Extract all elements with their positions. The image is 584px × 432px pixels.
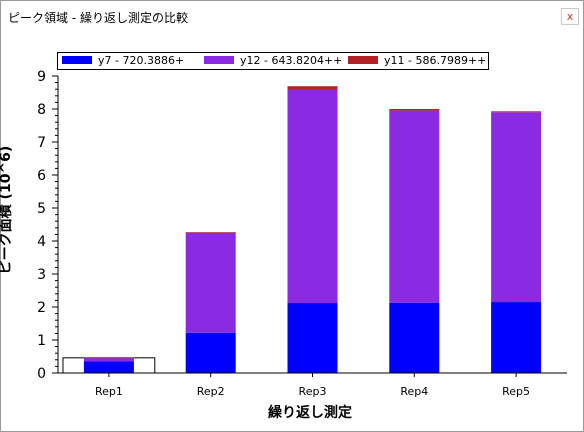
y-tick-label-9: 9 [37, 69, 46, 85]
x-tick-label-rep4: Rep4 [400, 385, 428, 398]
legend-item-y12: y12 - 643.8204++ [204, 55, 342, 67]
window-title: ピーク領域 - 繰り返し測定の比較 [8, 11, 188, 25]
bar-rep3-series-3 [287, 86, 338, 90]
y-tick-label-2: 2 [37, 300, 46, 316]
bar-rep1-series-2 [83, 358, 134, 362]
y-axis-title-text: ピーク面積 (10^6) [0, 145, 14, 275]
legend-item-y11: y11 - 586.7989++ [348, 55, 486, 67]
y-tick-label-3: 3 [37, 267, 46, 283]
legend-label-y7: y7 - 720.3886+ [98, 54, 185, 67]
legend-swatch-y7 [62, 56, 92, 64]
bar-rep2-series-2 [185, 232, 236, 333]
y-tick-label-8: 8 [37, 102, 46, 118]
close-button[interactable]: x [561, 8, 579, 25]
y-tick-label-6: 6 [37, 168, 46, 184]
legend-swatch-y11 [348, 56, 378, 64]
x-tick-label-rep3: Rep3 [299, 385, 327, 398]
bar-rep2-series-3 [185, 232, 236, 233]
y-tick-label-7: 7 [37, 135, 46, 151]
bar-rep5-series-1 [491, 302, 542, 373]
bar-rep4-series-1 [389, 302, 440, 373]
bar-rep5-series-3 [491, 111, 542, 113]
bar-rep1-series-1 [83, 361, 134, 373]
bar-rep4-series-2 [389, 110, 440, 303]
y-tick-label-0: 0 [37, 366, 46, 382]
x-axis-title: 繰り返し測定 [268, 405, 352, 421]
x-tick-label-rep2: Rep2 [197, 385, 225, 398]
bar-rep3-series-1 [287, 303, 338, 373]
y-tick-label-1: 1 [37, 333, 46, 349]
legend-item-y7: y7 - 720.3886+ [62, 55, 184, 67]
y-tick-label-5: 5 [37, 201, 46, 217]
bar-rep5-series-2 [491, 112, 542, 303]
x-tick-label-rep5: Rep5 [502, 385, 530, 398]
bar-rep4-series-3 [389, 109, 440, 111]
y-tick-label-4: 4 [37, 234, 46, 250]
bar-rep1-series-3 [83, 357, 134, 359]
bar-rep2-series-1 [185, 332, 236, 373]
legend-label-y12: y12 - 643.8204++ [240, 54, 343, 67]
title-bar: ピーク領域 - 繰り返し測定の比較 x [1, 1, 583, 31]
legend: y7 - 720.3886+ y12 - 643.8204++ y11 - 58… [57, 52, 489, 70]
legend-label-y11: y11 - 586.7989++ [384, 54, 487, 67]
legend-swatch-y12 [204, 56, 234, 64]
x-tick-label-rep1: Rep1 [95, 385, 123, 398]
bar-rep3-series-2 [287, 89, 338, 304]
